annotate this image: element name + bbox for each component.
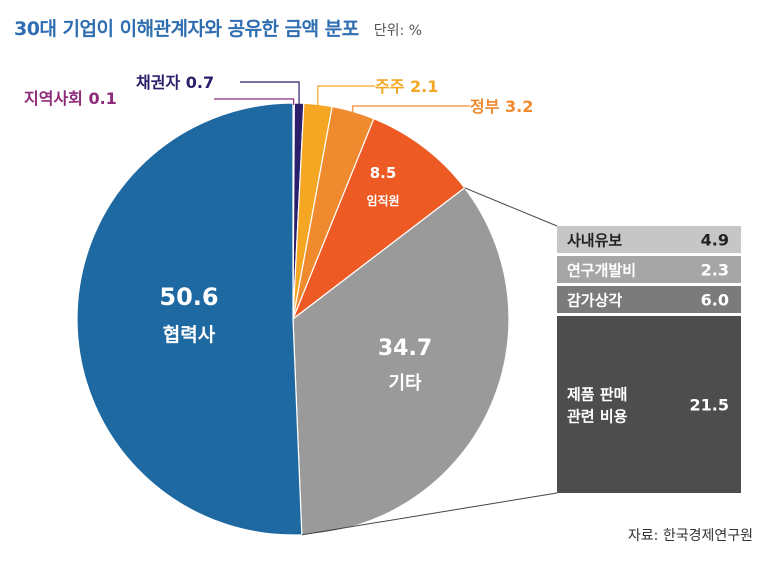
- breakdown-value: 2.3: [701, 261, 729, 280]
- connector-line: [301, 492, 558, 536]
- breakdown-row: [557, 256, 741, 283]
- pie-slice: [291, 117, 466, 321]
- slice-label: 정부 3.2: [470, 97, 533, 116]
- breakdown-row: [557, 316, 741, 493]
- slice-value: 8.5: [370, 164, 397, 182]
- breakdown-row: [557, 226, 741, 253]
- slice-label: 채권자 0.7: [136, 73, 214, 92]
- breakdown-label: 감가상각: [567, 292, 622, 310]
- slice-label: 협력사: [163, 324, 216, 346]
- pie-slice: [292, 187, 510, 536]
- source-note: 자료: 한국경제연구원: [627, 528, 753, 544]
- slice-label: 지역사회 0.1: [24, 89, 117, 108]
- connector-line: [464, 187, 558, 227]
- breakdown-label: 관련 비용: [567, 408, 628, 426]
- unit-label: 단위: %: [373, 23, 423, 39]
- leader-line: [214, 98, 295, 106]
- title-row: 30대 기업이 이해관계자와 공유한 금액 분포 단위: %: [14, 14, 422, 41]
- leader-line: [240, 81, 300, 106]
- leader-line: [317, 85, 375, 107]
- slice-value: 50.6: [159, 283, 218, 311]
- slice-label: 임직원: [366, 193, 399, 208]
- slice-label: 주주 2.1: [375, 77, 438, 96]
- breakdown-value: 4.9: [701, 231, 729, 250]
- chart-title: 30대 기업이 이해관계자와 공유한 금액 분포: [14, 18, 359, 40]
- breakdown-label: 사내유보: [567, 232, 622, 250]
- slice-label: 기타: [388, 373, 422, 394]
- pie-slice: [76, 102, 303, 536]
- leader-line: [352, 105, 470, 114]
- breakdown-value: 21.5: [690, 396, 729, 415]
- breakdown-row: [557, 286, 741, 313]
- breakdown-label: 제품 판매: [567, 386, 627, 404]
- breakdown-value: 6.0: [701, 291, 729, 310]
- slice-value: 34.7: [378, 336, 432, 361]
- breakdown-label: 연구개발비: [567, 262, 636, 280]
